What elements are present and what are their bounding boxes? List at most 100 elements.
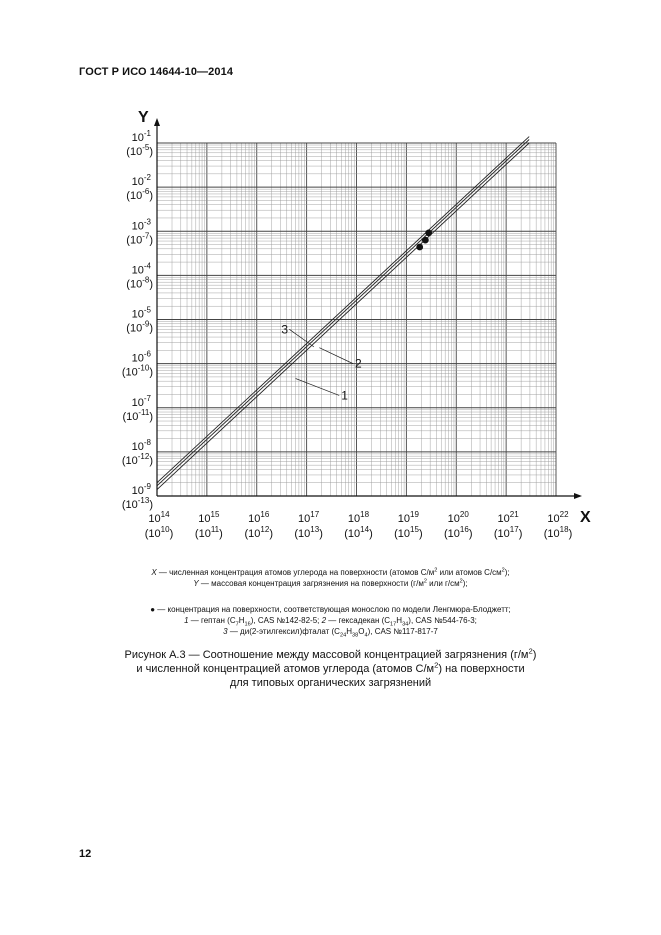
legend-1-s2: 16 [244, 621, 251, 628]
y-tick-alt-label: (10-10) [122, 364, 153, 379]
y-tick-label: 10-7 [132, 394, 152, 409]
x-tick-label: 1021 [498, 510, 520, 525]
x-tick-label: 1015 [198, 510, 220, 525]
y-tick-alt-label: (10-6) [126, 187, 153, 202]
legend-y-end: ); [462, 579, 468, 588]
x-tick-alt-label: (1018) [544, 525, 572, 540]
y-tick-alt-label: (10-7) [126, 231, 153, 246]
x-tick-label: 1018 [348, 510, 370, 525]
legend-1-a: — гептан (С [188, 616, 236, 625]
legend-series-row-1: 1 — гептан (С7Н16), CAS №142-82-5; 2 — г… [0, 615, 661, 628]
monolayer-points [416, 229, 433, 251]
x-tick-alt-label: (1017) [494, 525, 522, 540]
figure-caption: Рисунок А.3 — Соотношение между массовой… [0, 646, 661, 690]
chart-annotations: 1 2 3 [281, 322, 362, 402]
legend-1-s1: 7 [235, 621, 239, 628]
legend-x-mid: или атомов С/см [437, 568, 502, 577]
legend-series-row-3: 3 — ди(2-этилгексил)фталат (С24Н38О4), C… [0, 626, 661, 639]
legend-1-b: Н [238, 616, 245, 625]
monolayer-point [416, 243, 424, 251]
y-tick-alt-label: (10-11) [122, 408, 153, 423]
y-axis-label: Y [138, 109, 149, 126]
legend-y-sup1: 2 [423, 578, 427, 585]
chart-axes: XY [138, 109, 591, 526]
x-tick-alt-label: (1012) [245, 525, 273, 540]
legend-2-num: 2 [321, 616, 327, 625]
legend-x-text: — численная концентрация атомов углерода… [156, 568, 435, 577]
caption-2b: ) на поверхности [438, 663, 525, 675]
legend-1-num: 1 [184, 616, 189, 625]
legend-2-b: Н [396, 616, 403, 625]
caption-line-1: Рисунок А.3 — Соотношение между массовой… [0, 646, 661, 662]
leader-line-2 [319, 347, 354, 364]
log-log-chart: 123 XY 10-1(10-5)10-2(10-6)10-3(10-7)10-… [122, 109, 591, 540]
caption-1b: ) [532, 649, 537, 661]
series-line-3 [156, 136, 530, 484]
x-tick-label: 1014 [148, 510, 170, 525]
legend-3-num: 3 [223, 627, 228, 636]
legend-3-s2: 38 [351, 632, 359, 639]
caption-2-sup: 2 [434, 660, 439, 670]
legend-3-b: Н [346, 627, 352, 636]
x-axis-arrow [574, 493, 582, 499]
y-tick-label: 10-5 [132, 306, 152, 321]
y-tick-label: 10-8 [132, 438, 152, 453]
x-tick-alt-label: (1016) [444, 525, 472, 540]
legend-2-c: ), CAS №544-76-3; [408, 616, 477, 625]
caption-1-sup: 2 [528, 646, 533, 656]
document-header: ГОСТ Р ИСО 14644-10—2014 [79, 66, 234, 78]
x-tick-label: 1020 [448, 510, 470, 525]
legend-2-s2: 34 [402, 621, 409, 628]
legend-2-s1: 17 [390, 621, 397, 628]
series-label-1: 1 [341, 388, 348, 402]
x-axis-label: X [580, 509, 591, 526]
legend-y-text: — массовая концентрация загрязнения на п… [198, 579, 424, 588]
legend-1-c: ), CAS №142-82-5; [250, 616, 322, 625]
page-number: 12 [79, 848, 92, 860]
y-tick-label: 10-3 [132, 217, 152, 232]
legend-x-sup2: 2 [501, 567, 505, 574]
x-tick-label: 1022 [547, 510, 569, 525]
series-label-3: 3 [281, 322, 288, 336]
y-tick-label: 10-1 [132, 129, 152, 144]
caption-line-2: и численной концентрацией атомов углерод… [0, 660, 661, 676]
legend-3-d: ), CAS №117-817-7 [367, 627, 438, 636]
leader-line-1 [295, 378, 340, 396]
legend-dot-row: ● — концентрация на поверхности, соответ… [150, 605, 511, 614]
y-tick-alt-label: (10-9) [126, 320, 153, 335]
x-tick-label: 1019 [398, 510, 420, 525]
series-line-1 [156, 142, 530, 490]
series-line-2 [156, 139, 530, 487]
caption-line-3: для типовых органических загрязнений [229, 677, 432, 689]
legend-3-s1: 24 [339, 632, 347, 639]
chart-tick-labels: 10-1(10-5) 10-2(10-6) 10-3(10-7) 10-4(10-8)… [122, 129, 572, 540]
legend-y-row: Y — массовая концентрация загрязнения на… [0, 578, 661, 589]
legend-3-c: О [358, 627, 365, 636]
y-tick-alt-label: (10-8) [126, 275, 153, 290]
legend-axes: X — численная концентрация атомов углеро… [0, 567, 661, 589]
legend-x-end: ); [504, 568, 510, 577]
caption-1a: Рисунок А.3 — Соотношение между массовой… [124, 649, 529, 661]
legend-y-mid: или г/см [426, 579, 460, 588]
legend-x-symbol: X [151, 568, 157, 577]
x-tick-alt-label: (1011) [195, 525, 223, 540]
legend-3-a: — ди(2-этилгексил)фталат (С [227, 627, 340, 636]
x-tick-alt-label: (1015) [394, 525, 422, 540]
legend-series: ● — концентрация на поверхности, соответ… [0, 604, 661, 639]
y-tick-label: 10-6 [132, 350, 152, 365]
x-tick-label: 1016 [248, 510, 270, 525]
y-axis-arrow [154, 118, 160, 126]
legend-x-row: X — численная концентрация атомов углеро… [0, 567, 661, 578]
y-tick-alt-label: (10-13) [122, 496, 153, 511]
y-tick-label: 10-2 [132, 173, 152, 188]
legend-3-s3: 4 [364, 632, 368, 639]
chart-series [156, 136, 530, 490]
y-tick-label: 10-4 [132, 261, 152, 276]
legend-2-a: — гексадекан (С [326, 616, 391, 625]
x-tick-alt-label: (1013) [294, 525, 322, 540]
legend-x-sup1: 2 [434, 567, 438, 574]
leader-line-3 [289, 329, 315, 348]
y-tick-alt-label: (10-12) [122, 452, 153, 467]
monolayer-point [425, 229, 433, 237]
y-tick-alt-label: (10-5) [126, 143, 153, 158]
